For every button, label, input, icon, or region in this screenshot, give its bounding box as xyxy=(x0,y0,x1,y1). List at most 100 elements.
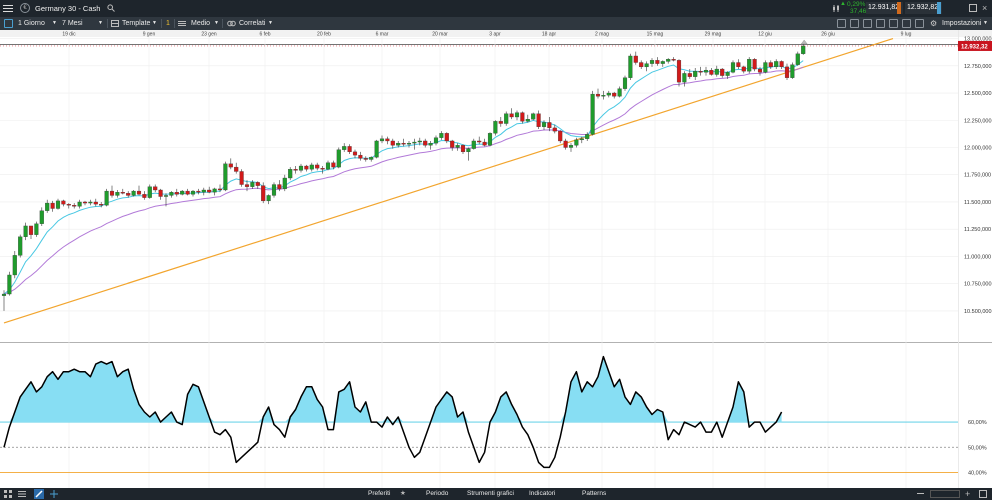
correlated-icon[interactable] xyxy=(227,20,236,27)
candle xyxy=(396,140,401,148)
candle xyxy=(266,194,271,205)
maximize-icon[interactable] xyxy=(969,4,977,12)
layout-count-badge[interactable]: 1 xyxy=(166,20,170,27)
zoom-out-icon[interactable] xyxy=(917,493,924,494)
candle xyxy=(536,110,541,129)
chevron-down-icon[interactable]: ▼ xyxy=(152,20,157,26)
chart-type-icon[interactable] xyxy=(832,4,840,13)
candle-body-up xyxy=(725,72,730,76)
fullscreen-icon[interactable] xyxy=(915,19,924,28)
candle-body-down xyxy=(477,140,482,143)
chevron-down-icon[interactable]: ▼ xyxy=(52,20,57,26)
compare-icon[interactable] xyxy=(889,19,898,28)
gear-icon[interactable]: ⚙ xyxy=(930,19,938,28)
drawing-tools-button[interactable]: Strumenti grafici xyxy=(467,490,514,497)
candle xyxy=(12,251,17,279)
range-select[interactable]: 7 Mesi xyxy=(62,20,83,27)
grid-view-icon[interactable] xyxy=(4,490,12,498)
candle-body-up xyxy=(590,93,595,135)
chevron-down-icon[interactable]: ▼ xyxy=(98,20,103,26)
candle xyxy=(99,201,104,208)
price-chart[interactable]: 19 dic 9 gen 23 gen 6 feb 20 feb 6 mar 20 mar 3… xyxy=(0,30,992,488)
overlay-button[interactable]: Medio xyxy=(191,20,211,27)
instrument-icon[interactable]: € xyxy=(20,3,30,13)
crosshair-icon[interactable] xyxy=(50,490,58,498)
candle-body-up xyxy=(1,293,7,296)
zoom-slider[interactable] xyxy=(930,490,960,498)
candle-body-down xyxy=(687,73,692,77)
y-tick-label: 10.750,000 xyxy=(964,282,992,288)
correlated-button[interactable]: Correlati xyxy=(239,20,266,27)
candle xyxy=(228,158,233,170)
overlay-icon[interactable] xyxy=(178,20,186,27)
y-tick-label: 12.500,000 xyxy=(964,91,992,97)
sell-marker xyxy=(897,2,901,14)
candle xyxy=(34,221,39,237)
sell-price-button[interactable]: 12.931,82 xyxy=(866,2,903,14)
instrument-title[interactable]: Germany 30 - Cash xyxy=(35,4,101,13)
candle-body-up xyxy=(271,184,277,196)
star-icon[interactable]: ★ xyxy=(400,490,406,497)
candle-body-up xyxy=(266,195,271,202)
candle-body-up xyxy=(282,177,287,190)
buy-price-button[interactable]: 12.932,82 xyxy=(905,2,942,14)
alert-bell-marker xyxy=(800,39,808,45)
chevron-down-icon[interactable]: ▼ xyxy=(983,20,988,26)
candle-body-up xyxy=(201,189,206,193)
chart-area[interactable]: 19 dic 9 gen 23 gen 6 feb 20 feb 6 mar 20 mar 3… xyxy=(0,30,992,488)
candle xyxy=(455,143,460,151)
settings-button[interactable]: Impostazioni xyxy=(942,20,982,27)
candle-body-down xyxy=(633,55,638,63)
indicators-button[interactable]: Indicatori xyxy=(529,490,556,497)
candle xyxy=(763,60,768,74)
candle-body-up xyxy=(412,141,417,144)
candle xyxy=(509,108,514,120)
candle xyxy=(244,180,250,192)
candle xyxy=(790,62,795,79)
candle-body-down xyxy=(779,61,784,68)
chevron-down-icon[interactable]: ▼ xyxy=(214,20,219,26)
template-button[interactable]: Template xyxy=(122,20,151,27)
candle-body-down xyxy=(207,189,212,193)
candle xyxy=(558,130,563,144)
candle-body-up xyxy=(666,59,671,62)
candle xyxy=(163,193,169,207)
candle-body-down xyxy=(234,166,239,172)
chart-panel-icon[interactable] xyxy=(4,19,13,28)
candle-body-down xyxy=(320,168,325,170)
x-tick-label: 23 gen xyxy=(201,32,217,38)
menu-icon[interactable] xyxy=(3,4,13,13)
list-view-icon[interactable] xyxy=(18,490,26,498)
screenshot-icon[interactable] xyxy=(902,19,911,28)
zoom-in-icon[interactable]: + xyxy=(965,489,971,499)
expand-icon[interactable] xyxy=(979,490,987,498)
search-icon[interactable] xyxy=(107,4,115,12)
chevron-down-icon[interactable]: ▼ xyxy=(268,20,273,26)
candle-body-up xyxy=(298,165,304,171)
drawing-tool-icon[interactable] xyxy=(850,19,859,28)
layout-icon[interactable] xyxy=(876,19,885,28)
x-tick-label: 29 mag xyxy=(705,32,722,38)
period-button[interactable]: Periodo xyxy=(426,490,449,497)
interval-select[interactable]: 1 Giorno xyxy=(18,20,45,27)
candle-body-up xyxy=(131,190,136,196)
favorites-button[interactable]: Preferiti xyxy=(368,490,391,497)
candle xyxy=(304,164,309,172)
candle-body-up xyxy=(18,236,23,256)
candle-body-down xyxy=(28,225,34,235)
pencil-icon[interactable] xyxy=(34,489,44,499)
candle xyxy=(77,199,82,209)
candle xyxy=(671,57,676,62)
template-icon[interactable] xyxy=(111,20,119,27)
patterns-button[interactable]: Patterns xyxy=(582,490,607,497)
candle-body-down xyxy=(331,162,336,168)
candle xyxy=(460,144,466,155)
close-icon[interactable]: × xyxy=(982,3,988,13)
candle-body-down xyxy=(99,204,104,206)
candle xyxy=(282,174,287,192)
candle xyxy=(28,225,34,240)
text-tool-icon[interactable] xyxy=(837,19,846,28)
candle-body-up xyxy=(163,195,169,197)
candle-body-down xyxy=(277,184,282,190)
fibonacci-tool-icon[interactable] xyxy=(863,19,872,28)
